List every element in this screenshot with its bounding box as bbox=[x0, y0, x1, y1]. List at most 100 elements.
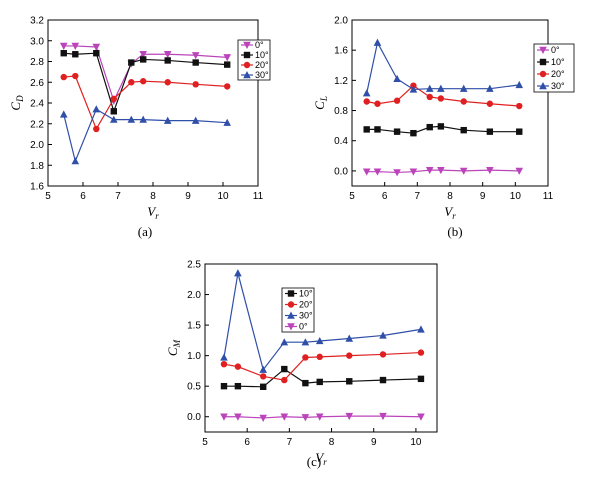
data-point bbox=[139, 115, 147, 123]
data-point bbox=[59, 110, 68, 118]
data-point bbox=[220, 413, 228, 421]
data-point bbox=[280, 413, 289, 421]
data-point bbox=[362, 89, 371, 97]
y-tick-label: 1.0 bbox=[187, 351, 201, 362]
data-point bbox=[220, 353, 228, 361]
data-point bbox=[164, 79, 171, 86]
x-tick-label: 10 bbox=[410, 437, 422, 448]
y-tick-label: 1.6 bbox=[334, 46, 348, 57]
data-point bbox=[260, 373, 267, 380]
data-point bbox=[379, 351, 387, 358]
data-point bbox=[426, 93, 433, 101]
y-tick-label: 2.0 bbox=[187, 290, 201, 301]
y-tick-label: 2.4 bbox=[30, 99, 44, 110]
y-axis-label: CD bbox=[8, 95, 25, 111]
data-point bbox=[374, 126, 381, 133]
legend: 0° 10° 20° 30° bbox=[533, 43, 575, 93]
data-point bbox=[363, 98, 370, 105]
data-point bbox=[280, 338, 289, 346]
legend-swatch-marker bbox=[539, 70, 547, 78]
data-point bbox=[346, 378, 353, 385]
data-point bbox=[515, 80, 524, 89]
data-point bbox=[417, 375, 425, 383]
data-point bbox=[72, 51, 79, 58]
data-point bbox=[346, 352, 353, 359]
data-point bbox=[486, 128, 494, 135]
x-tick-label: 9 bbox=[480, 191, 486, 202]
data-point bbox=[393, 128, 401, 135]
data-point bbox=[315, 413, 324, 421]
series-s10 bbox=[60, 50, 231, 115]
data-point bbox=[379, 412, 387, 421]
data-point bbox=[425, 166, 434, 175]
y-tick-label: 0.8 bbox=[334, 106, 348, 117]
y-tick-label: 0.5 bbox=[187, 382, 201, 393]
x-tick-label: 10 bbox=[510, 191, 522, 202]
data-point bbox=[316, 353, 323, 361]
legend-label: 20° bbox=[255, 60, 269, 70]
chart-caption: (b) bbox=[447, 224, 462, 239]
data-point bbox=[260, 383, 267, 390]
legend-box bbox=[533, 43, 575, 93]
y-tick-label: 1.8 bbox=[30, 161, 44, 172]
data-point bbox=[393, 169, 401, 177]
data-point bbox=[437, 95, 445, 102]
data-point bbox=[363, 126, 370, 133]
y-tick-label: 1.5 bbox=[187, 321, 201, 332]
x-tick-label: 6 bbox=[80, 191, 86, 202]
x-tick-label: 11 bbox=[543, 191, 554, 202]
legend-swatch-marker bbox=[287, 323, 295, 331]
data-point bbox=[234, 269, 242, 277]
series-line bbox=[366, 169, 520, 174]
data-point bbox=[220, 360, 228, 368]
x-tick-label: 10 bbox=[217, 191, 229, 202]
series-s30 bbox=[362, 38, 524, 97]
legend-label: 0° bbox=[255, 40, 264, 50]
legend-label: 10° bbox=[551, 57, 565, 67]
series-s20 bbox=[363, 82, 523, 110]
y-tick-label: 0.0 bbox=[334, 166, 348, 177]
data-point bbox=[110, 108, 117, 115]
x-tick-label: 9 bbox=[371, 437, 377, 448]
data-point bbox=[281, 365, 288, 373]
data-point bbox=[71, 42, 80, 50]
legend: 10°20°30°0° bbox=[281, 287, 315, 333]
x-tick-label: 5 bbox=[349, 191, 355, 202]
data-point bbox=[110, 95, 118, 103]
y-tick-label: 0.4 bbox=[334, 136, 348, 147]
series-s0 bbox=[220, 412, 425, 422]
series-s0 bbox=[59, 42, 231, 105]
y-tick-label: 0.0 bbox=[187, 412, 201, 423]
data-point bbox=[128, 79, 135, 86]
series-s0 bbox=[362, 166, 524, 177]
data-point bbox=[316, 378, 323, 386]
series-line bbox=[223, 415, 421, 419]
data-point bbox=[192, 59, 199, 66]
chart-a: 5 6 7 8 9 10 11 1.6 1.8 2.0 2.2 2.4 2.6 2.8 3.0 3.2 Vr CD… bbox=[8, 16, 271, 239]
data-point bbox=[301, 338, 310, 346]
data-point bbox=[410, 129, 417, 137]
y-tick-label: 2.5 bbox=[187, 260, 201, 271]
y-axis-label: CM bbox=[165, 339, 182, 356]
y-tick-label: 2.0 bbox=[30, 140, 44, 151]
data-point bbox=[425, 84, 434, 92]
data-point bbox=[486, 84, 494, 92]
data-point bbox=[281, 376, 288, 384]
y-tick-label: 2.8 bbox=[30, 57, 44, 68]
data-point bbox=[128, 59, 135, 66]
data-point bbox=[140, 78, 147, 85]
x-axis-label: Vr bbox=[315, 450, 327, 467]
x-tick-label: 6 bbox=[244, 437, 250, 448]
legend-swatch-marker bbox=[243, 51, 251, 59]
series-s20 bbox=[220, 349, 425, 384]
x-tick-label: 5 bbox=[45, 191, 51, 202]
data-point bbox=[163, 51, 172, 59]
legend-label: 30° bbox=[551, 81, 565, 91]
data-point bbox=[259, 414, 268, 422]
data-point bbox=[460, 126, 467, 134]
data-point bbox=[345, 412, 354, 421]
series-s30 bbox=[220, 269, 425, 373]
series-s20 bbox=[60, 72, 231, 133]
data-point bbox=[409, 168, 418, 176]
data-point bbox=[92, 43, 101, 51]
